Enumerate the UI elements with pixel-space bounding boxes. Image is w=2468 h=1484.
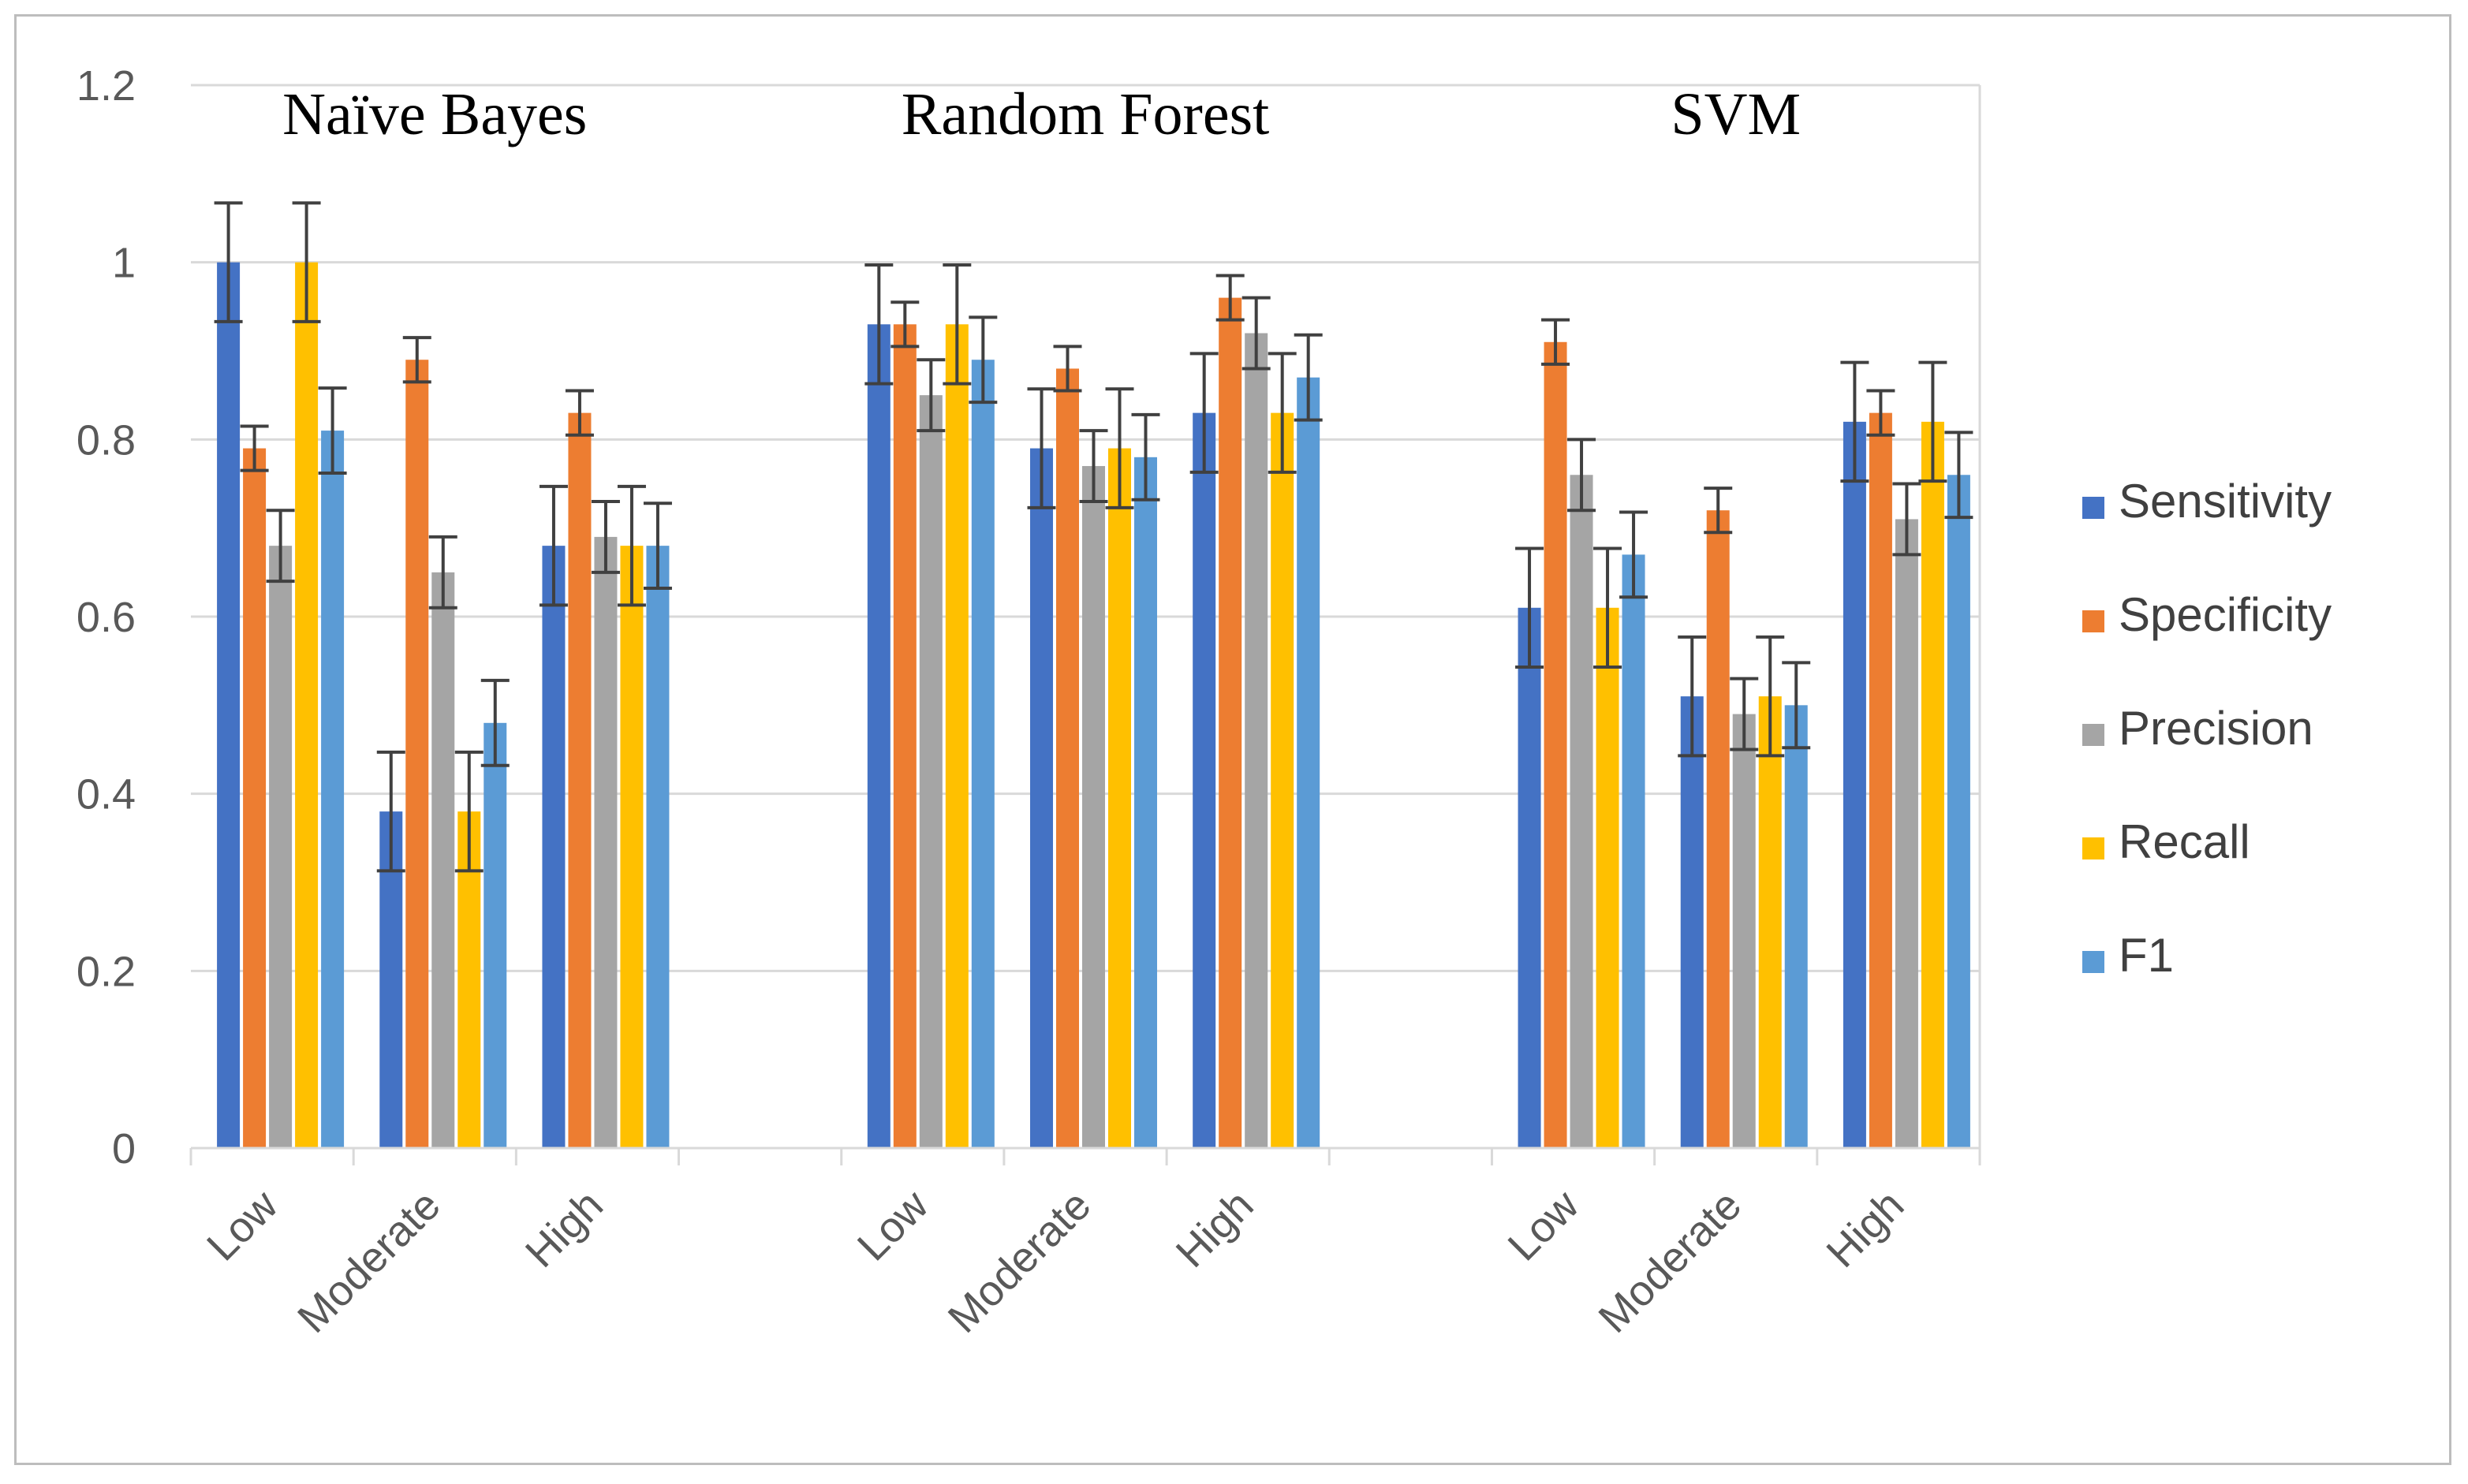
x-tick-label: Low bbox=[849, 1180, 938, 1270]
legend-label: Recall bbox=[2119, 815, 2250, 868]
legend-swatch bbox=[2082, 724, 2104, 746]
x-tick-label: Moderate bbox=[289, 1181, 450, 1342]
bar bbox=[1134, 457, 1157, 1148]
x-tick-label: High bbox=[1167, 1181, 1263, 1277]
legend-label: Sensitivity bbox=[2119, 475, 2332, 528]
bar bbox=[1082, 466, 1105, 1148]
bar bbox=[1706, 510, 1730, 1148]
bar bbox=[594, 536, 618, 1148]
y-tick-label: 0.6 bbox=[77, 594, 136, 641]
bar bbox=[620, 546, 644, 1148]
bar bbox=[1030, 448, 1053, 1148]
legend-label: F1 bbox=[2119, 929, 2174, 982]
bar bbox=[1544, 341, 1567, 1148]
y-tick-label: 0.8 bbox=[77, 416, 136, 464]
bar bbox=[1518, 607, 1541, 1148]
bar bbox=[1297, 377, 1320, 1148]
bar bbox=[1596, 607, 1619, 1148]
x-tick-label: Low bbox=[1499, 1180, 1589, 1270]
bar bbox=[893, 324, 917, 1148]
group-title: Random Forest bbox=[902, 81, 1270, 147]
bar bbox=[1732, 714, 1756, 1148]
bar bbox=[1193, 412, 1216, 1148]
bar bbox=[431, 572, 455, 1148]
legend-swatch bbox=[2082, 837, 2104, 859]
bar bbox=[945, 324, 969, 1148]
bar bbox=[1843, 421, 1866, 1148]
bar bbox=[269, 546, 293, 1148]
x-tick-label: High bbox=[517, 1181, 612, 1277]
bar bbox=[484, 722, 507, 1148]
x-tick-label: Moderate bbox=[939, 1181, 1100, 1342]
bar bbox=[1245, 333, 1268, 1148]
bar bbox=[1108, 448, 1131, 1148]
y-tick-label: 1 bbox=[112, 240, 136, 287]
x-tick-label: High bbox=[1817, 1181, 1913, 1277]
legend-swatch bbox=[2082, 610, 2104, 632]
bar bbox=[1271, 412, 1294, 1148]
bar bbox=[568, 412, 592, 1148]
bar bbox=[1869, 412, 1892, 1148]
bar bbox=[1219, 297, 1242, 1149]
bar bbox=[295, 262, 319, 1149]
x-tick-label: Low bbox=[198, 1180, 287, 1270]
bar bbox=[1056, 368, 1079, 1148]
y-tick-label: 0.2 bbox=[77, 948, 136, 995]
bar bbox=[1622, 554, 1645, 1148]
x-tick-label: Moderate bbox=[1589, 1181, 1750, 1342]
bar bbox=[919, 395, 943, 1149]
bar bbox=[405, 360, 429, 1148]
bar bbox=[1680, 696, 1704, 1148]
bar bbox=[321, 431, 345, 1148]
legend-label: Precision bbox=[2119, 702, 2313, 755]
bar bbox=[646, 546, 670, 1148]
bar bbox=[1947, 475, 1970, 1148]
bar bbox=[867, 324, 890, 1148]
y-tick-label: 0 bbox=[112, 1125, 136, 1173]
legend-swatch bbox=[2082, 951, 2104, 973]
group-title: Naïve Bayes bbox=[282, 81, 587, 147]
bar bbox=[1758, 696, 1782, 1148]
group-title: SVM bbox=[1671, 81, 1801, 147]
bar bbox=[971, 360, 995, 1148]
bar bbox=[217, 262, 241, 1149]
bar bbox=[243, 448, 267, 1148]
y-tick-label: 1.2 bbox=[77, 62, 136, 110]
legend-swatch bbox=[2082, 497, 2104, 519]
y-tick-label: 0.4 bbox=[77, 771, 136, 818]
legend-label: Specificity bbox=[2119, 588, 2332, 641]
bar bbox=[1570, 475, 1593, 1148]
bar bbox=[1895, 519, 1918, 1148]
bar bbox=[542, 546, 566, 1148]
bar bbox=[1921, 421, 1944, 1148]
bar bbox=[1784, 705, 1808, 1148]
